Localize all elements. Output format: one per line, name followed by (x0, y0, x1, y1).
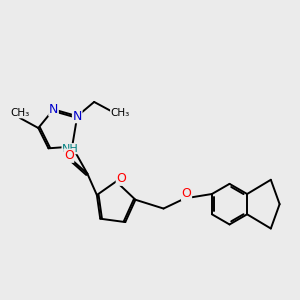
Text: CH₃: CH₃ (10, 108, 29, 118)
Text: NH: NH (62, 144, 79, 154)
Text: O: O (64, 149, 74, 162)
Text: O: O (116, 172, 126, 185)
Text: N: N (73, 110, 82, 123)
Text: O: O (182, 188, 191, 200)
Text: CH₃: CH₃ (111, 108, 130, 118)
Text: N: N (49, 103, 58, 116)
